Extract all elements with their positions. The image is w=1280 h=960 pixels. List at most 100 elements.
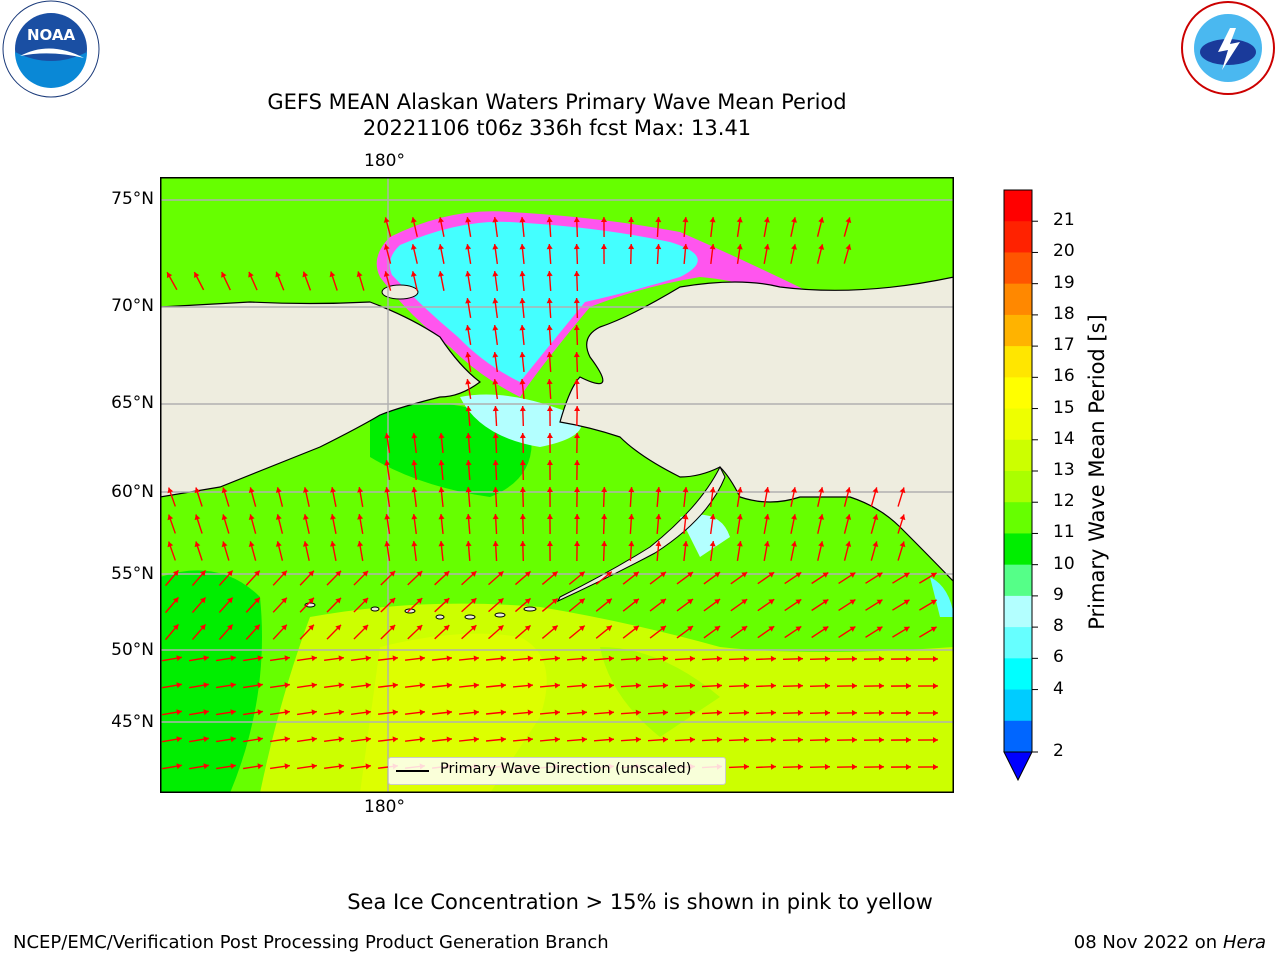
wave-arrow-head (465, 244, 472, 250)
wave-arrow-head (655, 217, 662, 223)
wave-arrow-head (194, 514, 201, 521)
wave-arrow-head (546, 217, 553, 223)
wave-arrow-head (473, 709, 479, 716)
wave-arrow-head (438, 460, 445, 466)
wave-arrow-head (851, 655, 857, 662)
wave-arrow-head (492, 325, 499, 331)
wave-arrow-head (797, 709, 803, 716)
wave-arrow-head (845, 217, 852, 224)
wave-field-coastal-1 (680, 514, 730, 557)
wave-arrow-head (230, 763, 236, 770)
wave-arrow-head (443, 625, 450, 631)
wave-arrow-head (492, 244, 499, 250)
wave-arrow-head (275, 514, 282, 520)
wave-arrow-head (578, 625, 585, 632)
colorbar-segment (1004, 283, 1032, 316)
wave-arrow-head (574, 406, 581, 412)
wave-arrow-head (284, 763, 290, 770)
colorbar-tick-label: 14 (1053, 428, 1075, 449)
wave-arrow-head (416, 625, 423, 631)
wave-arrow-head (465, 433, 472, 439)
colorbar-tick-label: 18 (1053, 303, 1075, 324)
wave-arrow-head (932, 763, 938, 770)
wave-arrow-head (635, 736, 641, 743)
wave-arrow-head (932, 736, 938, 743)
wave-arrow-head (655, 541, 662, 547)
wave-arrow-head (365, 736, 371, 743)
wave-arrow-head (302, 487, 309, 493)
wave-arrow-head (338, 655, 344, 662)
wave-arrow-head (546, 271, 553, 277)
wave-arrow-head (465, 298, 472, 304)
wave-arrow-head (797, 682, 803, 689)
wave-arrow-head (851, 682, 857, 689)
wave-arrow-head (546, 514, 553, 520)
wave-arrow-head (763, 487, 770, 493)
colorbar-tick-label: 15 (1053, 397, 1075, 418)
wave-arrow-head (416, 598, 423, 604)
wave-arrow-head (524, 571, 531, 577)
wave-arrow-head (419, 655, 425, 662)
wave-arrow-head (389, 571, 396, 577)
nws-logo (1178, 0, 1280, 100)
wave-arrow-head (473, 682, 479, 689)
wave-arrow-head (876, 599, 883, 605)
wave-arrow-head (795, 572, 802, 578)
wave-arrow-head (446, 682, 452, 689)
wave-field-longer (360, 633, 547, 793)
wave-arrow-head (546, 487, 553, 493)
wave-arrow-head (628, 487, 635, 493)
lat-label-65: 65°N (111, 393, 154, 413)
wave-arrow-head (682, 244, 689, 250)
wave-arrow-head (203, 736, 209, 743)
wave-arrow-head (600, 217, 607, 223)
wave-arrow-head (230, 655, 236, 662)
wave-arrow-head (524, 598, 531, 604)
wave-arrow-head (465, 514, 472, 520)
wave-arrow-head (878, 655, 884, 662)
colorbar-segment (1004, 720, 1032, 753)
wave-arrow-head (389, 598, 396, 604)
wave-arrow-head (275, 541, 282, 547)
wave-arrow-head (573, 352, 580, 358)
wave-arrow-head (302, 514, 309, 520)
wave-arrow-head (227, 624, 233, 631)
wave-field-short-west (160, 570, 262, 793)
wave-arrow-head (176, 763, 182, 770)
wave-arrow-head (633, 571, 639, 578)
wave-arrow-head (770, 736, 776, 743)
wave-arrow-head (527, 709, 533, 716)
wave-arrow-head (709, 487, 716, 493)
noaa-logo: NOAA (0, 0, 104, 100)
wave-arrow-head (791, 541, 797, 547)
wave-arrow-head (601, 541, 608, 547)
wave-arrow-head (384, 541, 391, 547)
wave-arrow-head (438, 541, 445, 547)
wave-arrow-head (662, 736, 668, 743)
colorbar-tick-label: 20 (1053, 241, 1075, 262)
wave-arrow-head (635, 655, 641, 662)
wave-arrow-head (497, 625, 504, 631)
wave-arrow-head (230, 709, 236, 716)
wave-arrow-head (736, 541, 743, 547)
wave-arrow-head (194, 272, 200, 278)
colorbar-segment (1004, 252, 1032, 285)
wave-arrow-head (383, 244, 390, 250)
colorbar-segment (1004, 190, 1032, 222)
wave-arrow-head (438, 487, 445, 493)
wave-arrow-head (606, 598, 612, 605)
wave-arrow-head (519, 325, 526, 331)
wave-arrow-head (714, 599, 721, 605)
wave-arrow-head (824, 682, 830, 689)
noaa-logo-text: NOAA (27, 26, 76, 44)
wave-arrow-head (709, 217, 716, 223)
wave-arrow-head (905, 682, 911, 689)
wave-arrow-head (878, 763, 884, 770)
colorbar-tick-label: 19 (1053, 272, 1075, 293)
wave-arrow-head (822, 572, 829, 578)
wave-arrow-head (166, 272, 173, 279)
lon-label-bottom: 180° (364, 797, 405, 817)
wave-arrow-head (743, 736, 749, 743)
wave-arrow-head (443, 571, 450, 577)
wave-arrow-head (527, 736, 533, 743)
